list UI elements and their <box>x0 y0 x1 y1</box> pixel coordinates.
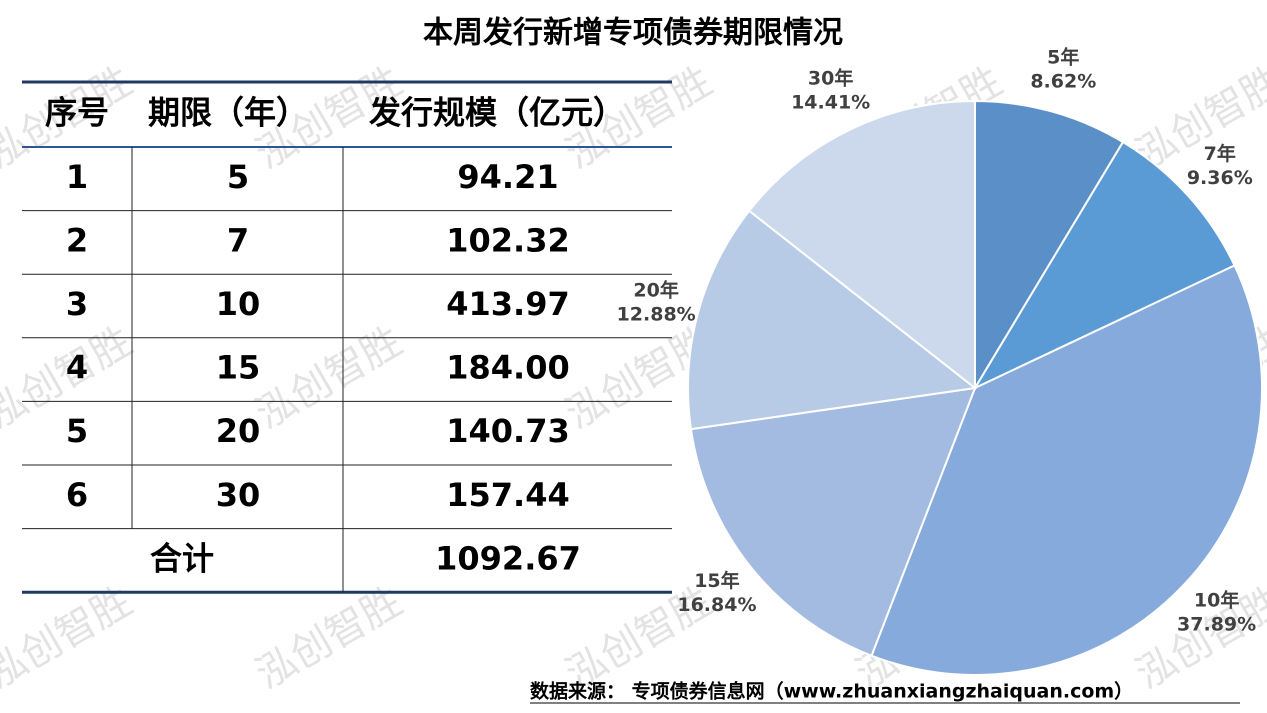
table-header: 发行规模（亿元） <box>369 94 625 132</box>
table-cell: 102.32 <box>446 221 569 259</box>
table-cell: 157.44 <box>446 476 569 514</box>
table-cell: 7 <box>227 221 249 259</box>
table-cell: 5 <box>66 412 88 450</box>
table-cell: 10 <box>216 285 261 323</box>
table-cell: 5 <box>227 158 249 196</box>
pie-slice <box>687 209 978 431</box>
pie-slice <box>972 140 1236 391</box>
watermark: 泓创智胜 <box>0 578 140 698</box>
table-cell: 1 <box>66 158 88 196</box>
title: 本周发行新增专项债券期限情况 <box>423 16 843 51</box>
slice-value-label: 14.41% <box>791 92 870 114</box>
pie-slice <box>870 264 1263 676</box>
table-cell: 94.21 <box>457 158 558 196</box>
table-cell: 2 <box>66 221 88 259</box>
table-cell: 4 <box>66 349 88 387</box>
table: 序号 期限（年） 发行规模（亿元）1 5 94.212 7 102.323 10 413.974… <box>22 80 672 594</box>
slice-value-label: 16.84% <box>677 594 756 616</box>
slice-label: 5年 <box>1047 46 1079 69</box>
table-cell: 3 <box>66 285 88 323</box>
slice-value-label: 12.88% <box>617 303 696 325</box>
slice-label: 10年 <box>1194 588 1239 611</box>
table-total-value: 1092.67 <box>435 539 581 577</box>
slice-label: 20年 <box>633 278 678 301</box>
table-header: 序号 <box>45 94 109 132</box>
table-cell: 413.97 <box>446 285 569 323</box>
table-cell: 6 <box>66 476 88 514</box>
slice-value-label: 37.89% <box>1177 613 1256 635</box>
watermark: 泓创智胜 <box>248 318 410 438</box>
table-cell: 140.73 <box>446 412 569 450</box>
pie-slice <box>974 99 1125 392</box>
table-cell: 30 <box>216 476 261 514</box>
slice-label: 7年 <box>1204 142 1236 165</box>
pie-slice <box>689 386 977 657</box>
slice-value-label: 8.62% <box>1030 71 1096 93</box>
slice-label: 15年 <box>694 569 739 592</box>
pie-slice <box>747 99 976 391</box>
table-header: 期限（年） <box>148 94 308 132</box>
source: 数据来源： 专项债券信息网（www.zhuanxiangzhaiquan.com… <box>530 680 1133 703</box>
table-total-label: 合计 <box>150 539 214 577</box>
slice-value-label: 9.36% <box>1187 167 1253 189</box>
table-cell: 15 <box>216 349 261 387</box>
table-cell: 184.00 <box>446 349 569 387</box>
watermark: 泓创智胜 <box>248 578 410 698</box>
table-cell: 20 <box>216 412 261 450</box>
slice-label: 30年 <box>808 67 853 90</box>
